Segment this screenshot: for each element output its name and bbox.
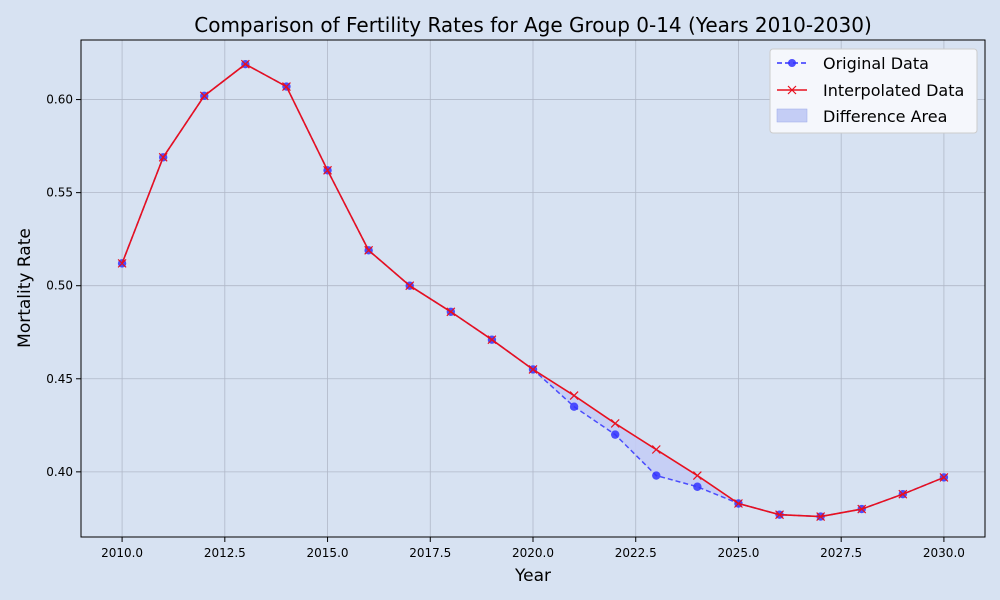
interpolated-data-point: [323, 165, 332, 175]
interpolated-data-point: [405, 281, 415, 291]
legend-original-marker: [788, 59, 796, 67]
x-tick-label: 2030.0: [923, 546, 965, 560]
interpolated-data-point: [692, 471, 702, 480]
y-tick-label: 0.60: [46, 93, 73, 107]
interpolated-data-point: [775, 510, 784, 520]
legend-interpolated-label: Interpolated Data: [823, 81, 964, 100]
original-data-point: [652, 471, 661, 480]
original-data-point: [610, 430, 620, 439]
y-axis-ticks: 0.40 0.45 0.50 0.55 0.60: [46, 93, 81, 479]
x-tick-label: 2025.0: [717, 546, 759, 560]
series-layer: [117, 59, 949, 521]
legend-item-original: Original Data: [777, 54, 929, 73]
interpolated-data-point: [364, 245, 374, 255]
interpolated-data-point: [734, 499, 743, 508]
legend-original-label: Original Data: [823, 54, 929, 73]
interpolated-data-point: [199, 91, 209, 101]
legend-difference-swatch: [776, 108, 808, 123]
legend-interpolated-marker: [787, 85, 797, 95]
legend-item-interpolated: Interpolated Data: [777, 81, 964, 100]
interpolated-data-point: [651, 445, 661, 454]
x-tick-label: 2020.0: [512, 546, 554, 560]
interpolated-data-point: [528, 365, 538, 374]
y-axis-label: Mortality Rate: [15, 228, 35, 348]
interpolated-data-point: [898, 489, 908, 499]
x-axis-label: Year: [514, 566, 551, 586]
legend-item-difference: Difference Area: [776, 107, 947, 126]
legend-box: [769, 48, 978, 134]
interpolated-data-point: [117, 258, 127, 268]
interpolated-data-point: [240, 59, 250, 69]
interpolated-data-point: [939, 473, 949, 482]
y-tick-label: 0.40: [46, 465, 73, 479]
interpolated-data-point: [816, 512, 826, 521]
original-data-point: [693, 482, 702, 491]
legend: Original Data Interpolated Data Differen…: [769, 48, 978, 134]
interpolated-data-point: [569, 391, 579, 400]
interpolated-data-point: [158, 152, 168, 162]
interpolated-data-point: [857, 504, 867, 514]
interpolated-data-point: [610, 419, 620, 428]
interpolated-data-point: [446, 307, 456, 317]
x-axis-ticks: 2010.0 2012.5 2015.0 2017.5 2020.0 2022.5 2025…: [101, 537, 965, 560]
y-tick-label: 0.50: [46, 279, 73, 293]
original-data-point: [569, 402, 579, 411]
x-tick-label: 2015.0: [307, 546, 349, 560]
x-tick-label: 2012.5: [204, 546, 246, 560]
x-tick-label: 2010.0: [101, 546, 143, 560]
y-tick-label: 0.45: [46, 372, 73, 386]
x-tick-label: 2017.5: [409, 546, 451, 560]
interpolated-data-point: [487, 335, 497, 345]
interpolated-data-point: [282, 82, 291, 91]
legend-difference-label: Difference Area: [823, 107, 947, 126]
x-tick-label: 2022.5: [615, 546, 657, 560]
y-tick-label: 0.55: [46, 186, 73, 200]
x-tick-label: 2027.5: [820, 546, 862, 560]
chart-title: Comparison of Fertility Rates for Age Gr…: [194, 13, 872, 37]
